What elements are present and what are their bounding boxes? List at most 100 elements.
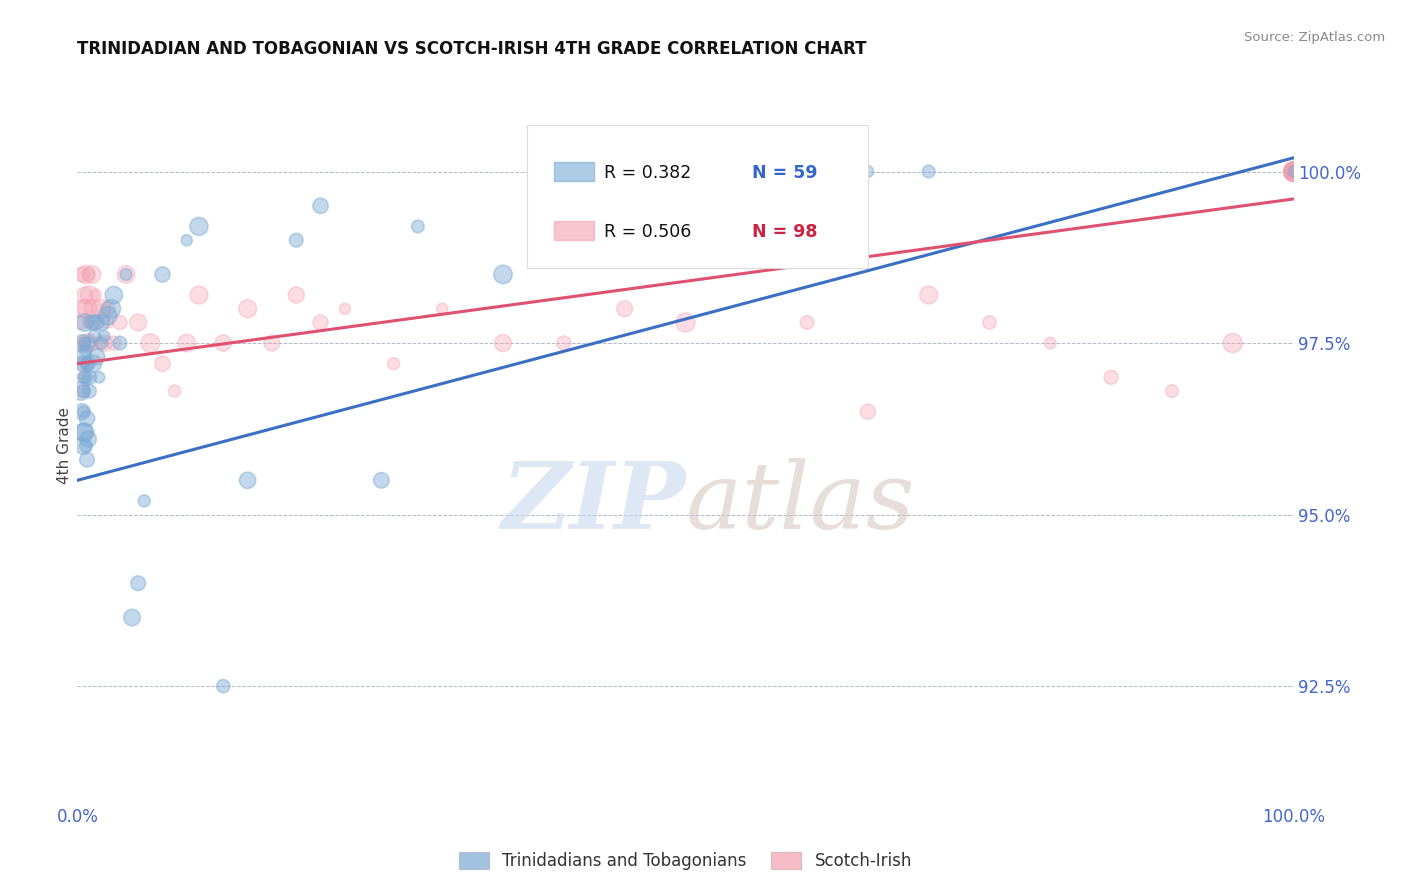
Point — [70, 316, 93, 330]
Point — [103, 336, 125, 351]
Point — [1282, 164, 1305, 178]
Point — [1282, 164, 1305, 178]
Point — [84, 288, 107, 302]
Point — [79, 384, 101, 398]
Bar — [554, 162, 595, 181]
Point — [1282, 164, 1305, 178]
Point — [90, 301, 112, 316]
Point — [80, 316, 103, 330]
Point — [979, 316, 1001, 330]
Point — [127, 316, 149, 330]
Point — [212, 679, 235, 693]
Text: N = 59: N = 59 — [752, 164, 818, 182]
Point — [176, 233, 198, 247]
Text: R = 0.506: R = 0.506 — [605, 223, 692, 241]
Point — [1282, 164, 1305, 178]
Point — [1282, 164, 1305, 178]
Point — [1161, 384, 1184, 398]
Point — [1282, 164, 1305, 178]
Point — [1282, 164, 1305, 178]
Point — [1282, 164, 1305, 178]
Point — [90, 336, 112, 351]
Point — [285, 288, 308, 302]
Point — [121, 610, 143, 624]
Point — [93, 336, 115, 351]
Point — [1282, 164, 1305, 178]
Point — [1282, 164, 1305, 178]
Legend: Trinidadians and Tobagonians, Scotch-Irish: Trinidadians and Tobagonians, Scotch-Iri… — [453, 845, 918, 877]
Point — [796, 164, 818, 178]
Point — [127, 576, 149, 591]
Point — [260, 336, 283, 351]
Point — [1282, 164, 1305, 178]
Point — [1099, 370, 1122, 384]
Point — [75, 343, 97, 357]
Text: atlas: atlas — [686, 458, 915, 548]
Point — [77, 316, 100, 330]
Point — [856, 164, 879, 178]
Point — [675, 316, 697, 330]
Point — [1282, 164, 1305, 178]
Point — [73, 336, 96, 351]
Point — [856, 405, 879, 419]
Point — [492, 336, 515, 351]
Point — [382, 357, 405, 371]
Point — [163, 384, 186, 398]
Point — [80, 268, 103, 282]
Text: ZIP: ZIP — [501, 458, 686, 548]
Point — [188, 219, 211, 234]
Point — [83, 329, 105, 343]
Point — [97, 301, 120, 316]
Point — [1282, 164, 1305, 178]
Point — [309, 199, 332, 213]
Point — [918, 164, 941, 178]
Point — [86, 316, 108, 330]
Point — [108, 316, 131, 330]
Point — [285, 233, 308, 247]
Point — [89, 336, 111, 351]
Point — [1282, 164, 1305, 178]
Point — [72, 370, 94, 384]
Point — [86, 350, 108, 364]
Point — [73, 288, 96, 302]
Point — [1282, 164, 1305, 178]
Point — [70, 336, 93, 351]
Point — [139, 336, 162, 351]
Point — [70, 336, 93, 351]
Point — [370, 473, 392, 487]
Point — [735, 164, 758, 178]
Point — [76, 336, 98, 351]
Point — [176, 336, 198, 351]
Point — [492, 268, 515, 282]
Point — [1282, 164, 1305, 178]
Point — [1282, 164, 1305, 178]
Point — [72, 384, 94, 398]
Point — [72, 425, 94, 440]
Point — [84, 316, 107, 330]
Point — [79, 336, 101, 351]
Point — [918, 288, 941, 302]
Point — [115, 268, 138, 282]
Point — [90, 316, 112, 330]
Point — [236, 473, 259, 487]
Point — [309, 316, 332, 330]
Point — [1282, 164, 1305, 178]
Point — [1282, 164, 1305, 178]
Point — [70, 384, 93, 398]
Point — [70, 357, 93, 371]
Text: N = 98: N = 98 — [752, 223, 818, 241]
Point — [73, 316, 96, 330]
FancyBboxPatch shape — [527, 125, 868, 268]
Text: TRINIDADIAN AND TOBAGONIAN VS SCOTCH-IRISH 4TH GRADE CORRELATION CHART: TRINIDADIAN AND TOBAGONIAN VS SCOTCH-IRI… — [77, 40, 868, 58]
Point — [1282, 164, 1305, 178]
Point — [1282, 164, 1305, 178]
Point — [1282, 164, 1305, 178]
Point — [75, 268, 97, 282]
Point — [1282, 164, 1305, 178]
Point — [1282, 164, 1305, 178]
Point — [333, 301, 356, 316]
Point — [76, 452, 98, 467]
Point — [613, 301, 636, 316]
Point — [79, 336, 101, 351]
Point — [1282, 164, 1305, 178]
